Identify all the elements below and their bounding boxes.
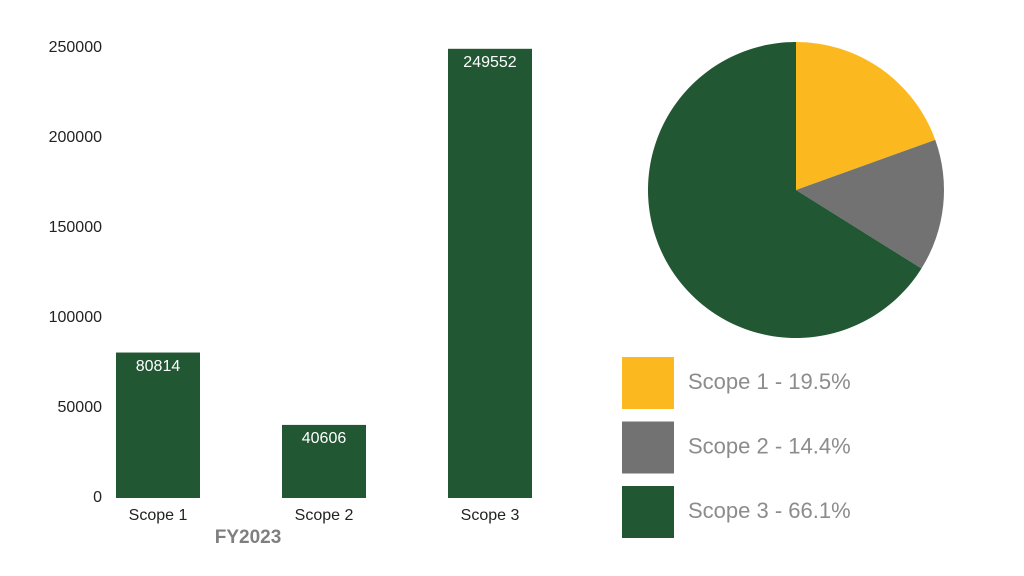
legend-swatch [622,486,674,538]
legend-label: Scope 1 - 19.5% [688,369,851,394]
legend-label: Scope 3 - 66.1% [688,498,851,523]
data-label: 249552 [463,54,516,71]
y-tick-label: 50000 [58,399,103,416]
legend-swatch [622,357,674,409]
y-tick-label: 0 [93,489,102,506]
x-axis-label: FY2023 [215,527,282,548]
y-tick-label: 150000 [49,219,102,236]
y-tick-label: 200000 [49,129,102,146]
data-label: 80814 [136,358,181,375]
x-tick-label: Scope 2 [295,507,354,524]
y-tick-label: 250000 [49,39,102,56]
legend-label: Scope 2 - 14.4% [688,433,851,458]
legend-swatch [622,421,674,474]
data-label: 40606 [302,430,347,447]
pie-slice [796,42,936,190]
x-tick-label: Scope 3 [461,507,520,524]
y-tick-label: 100000 [49,309,102,326]
bar [282,424,366,498]
pie-slice [796,139,944,269]
bar [116,352,200,498]
bar [448,48,532,499]
pie-slice [648,41,922,338]
x-tick-label: Scope 1 [129,507,188,524]
